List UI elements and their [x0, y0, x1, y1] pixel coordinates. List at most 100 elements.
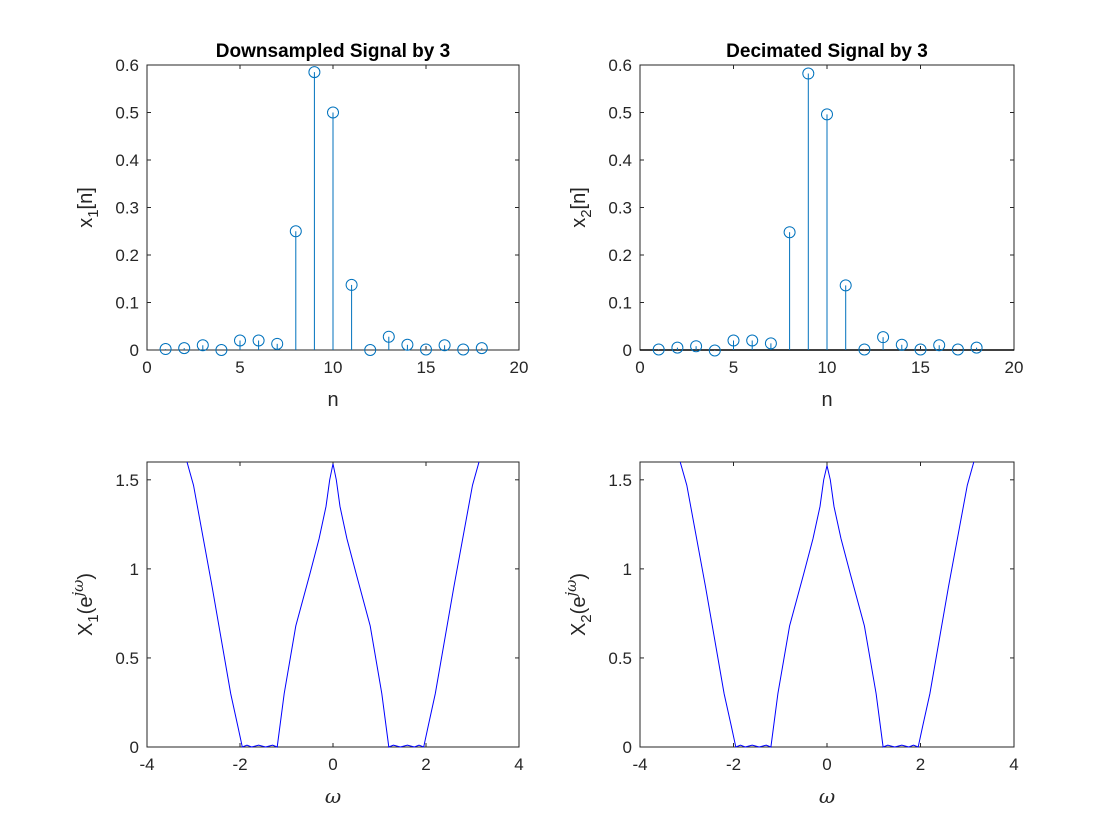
y-tick-label: 0.5 — [608, 104, 632, 123]
subplot-2: 0 5 10 15 20 0 0.1 0.2 0.3 0.4 0.5 0.6 Decimated Sig… — [568, 41, 1023, 411]
stem-marker — [970, 341, 983, 354]
x-tick-label: 10 — [324, 358, 343, 377]
y-label-base: X — [568, 623, 590, 636]
y-axis-label: x2[n] — [568, 187, 595, 228]
stem-marker — [289, 225, 302, 238]
y-tick-label: 0 — [130, 738, 139, 757]
x-tick-label: 0 — [822, 755, 831, 774]
stem-marker — [364, 344, 377, 356]
y-tick-label: 0.1 — [115, 294, 139, 313]
stem-marker — [690, 340, 703, 353]
x-tick-label: 20 — [1005, 358, 1024, 377]
stem-marker — [877, 331, 890, 344]
stem-marker — [420, 343, 432, 356]
x-tick-label: 20 — [510, 358, 529, 377]
stem-marker — [933, 339, 946, 352]
subplot-1: 0 5 10 15 20 0 0.1 0.2 0.3 0.4 0.5 0.6 Downsampled S… — [75, 41, 528, 411]
x-tick-label: 0 — [142, 358, 151, 377]
stem-marker — [401, 338, 414, 351]
y-label-sub: 2 — [578, 209, 595, 217]
y-label-base: X — [75, 623, 97, 636]
stem-marker — [652, 343, 665, 356]
stem-marker — [308, 66, 321, 79]
y-label-rest: (e — [75, 597, 97, 615]
x-tick-label: 0 — [635, 358, 644, 377]
stem-marker — [839, 279, 852, 292]
y-tick-label: 0.6 — [608, 56, 632, 75]
y-tick-label: 0.6 — [115, 56, 139, 75]
stem-marker — [327, 106, 339, 119]
stem-marker — [783, 226, 796, 239]
stem-marker — [457, 343, 470, 356]
y-tick-label: 1 — [130, 560, 139, 579]
x-axis-label: n — [821, 389, 832, 411]
x-tick-label: 4 — [514, 755, 523, 774]
x-tick-label: 15 — [911, 358, 930, 377]
axes-box — [146, 461, 520, 748]
stem-marker — [215, 344, 228, 356]
x-tick-label: -4 — [139, 755, 154, 774]
x-tick-label: 4 — [1009, 755, 1018, 774]
stem-marker — [475, 342, 488, 355]
x-axis-label: n — [327, 389, 338, 411]
y-tick-label: 0 — [623, 341, 632, 360]
x-tick-label: 5 — [235, 358, 244, 377]
y-tick-label: 0.5 — [115, 649, 139, 668]
y-label-close: ) — [568, 573, 590, 580]
plot-title: Downsampled Signal by 3 — [216, 41, 450, 62]
stem-marker — [802, 67, 815, 80]
y-tick-label: 0 — [130, 341, 139, 360]
x-tick-label: 0 — [328, 755, 337, 774]
y-label-close: ) — [75, 573, 97, 580]
y-tick-label: 0.2 — [115, 246, 139, 265]
y-label-sup: jω — [69, 580, 87, 600]
stem-marker — [895, 338, 908, 351]
y-tick-label: 0.1 — [608, 294, 632, 313]
stem-marker — [914, 343, 927, 356]
stem-marker — [764, 337, 777, 350]
x-tick-label: -2 — [232, 755, 247, 774]
x-tick-label: -2 — [726, 755, 741, 774]
y-tick-label: 0.2 — [608, 246, 632, 265]
x-tick-label: 5 — [729, 358, 738, 377]
x-tick-label: 15 — [417, 358, 436, 377]
stem-marker — [178, 342, 191, 355]
stem-marker — [727, 334, 740, 347]
stem-marker — [345, 278, 358, 291]
y-label-rest: [n] — [568, 187, 590, 209]
y-axis-label: X2(ejω) — [562, 573, 595, 636]
x-tick-label: 10 — [818, 358, 837, 377]
plot-title: Decimated Signal by 3 — [726, 41, 928, 62]
y-label-sub: 2 — [578, 614, 595, 622]
stem-marker — [438, 339, 451, 352]
stem-marker — [382, 330, 395, 343]
y-tick-label: 0.4 — [608, 151, 632, 170]
stem-marker — [746, 334, 759, 347]
x-tick-label: 2 — [916, 755, 925, 774]
y-tick-label: 1.5 — [608, 471, 632, 490]
axes-box — [639, 461, 1015, 748]
y-tick-label: 0.3 — [115, 199, 139, 218]
stem-marker — [858, 343, 871, 356]
y-label-base: x — [75, 218, 97, 228]
stem-marker — [252, 334, 265, 347]
stem-marker — [159, 343, 172, 356]
y-tick-label: 0.4 — [115, 151, 139, 170]
y-label-sub: 1 — [85, 614, 102, 622]
spectrum-line — [186, 461, 480, 748]
x-axis-label: ω — [325, 784, 341, 808]
stem-marker — [821, 108, 833, 121]
stem-marker — [708, 344, 721, 357]
spectrum-line — [679, 461, 975, 748]
y-axis-label: X1(ejω) — [69, 573, 102, 636]
x-axis-label: ω — [819, 784, 835, 808]
y-label-rest: [n] — [75, 187, 97, 209]
y-label-rest: (e — [568, 597, 590, 615]
y-tick-label: 0.5 — [608, 649, 632, 668]
y-label-sup: jω — [562, 580, 580, 600]
y-tick-label: 0.3 — [608, 199, 632, 218]
stem-marker — [271, 337, 284, 350]
